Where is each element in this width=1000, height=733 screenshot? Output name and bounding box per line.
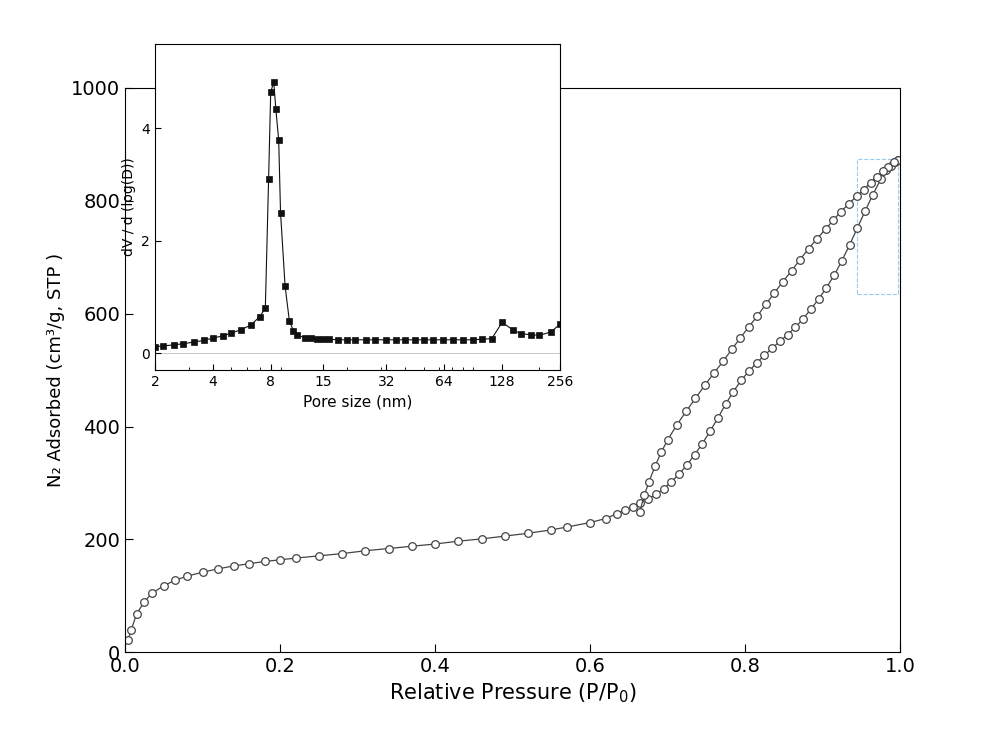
Y-axis label: dV / d (log(D)): dV / d (log(D)) <box>122 158 136 257</box>
Bar <box>857 158 898 294</box>
X-axis label: Pore size (nm): Pore size (nm) <box>303 394 412 410</box>
Y-axis label: N₂ Adsorbed (cm³/g, STP ): N₂ Adsorbed (cm³/g, STP ) <box>47 253 65 487</box>
X-axis label: Relative Pressure (P/P$_0$): Relative Pressure (P/P$_0$) <box>389 682 636 705</box>
